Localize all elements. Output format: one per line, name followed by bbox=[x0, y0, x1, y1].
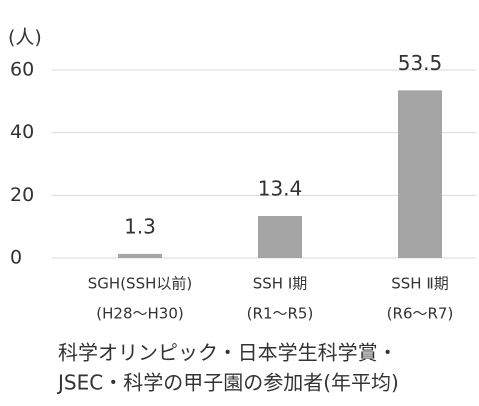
bar bbox=[258, 216, 302, 258]
y-tick-label: 20 bbox=[10, 184, 34, 206]
value-label: 13.4 bbox=[258, 177, 303, 201]
y-axis-label: (人) bbox=[8, 27, 42, 49]
caption: 科学オリンピック・日本学生科学賞・ bbox=[58, 341, 398, 365]
bar bbox=[118, 253, 162, 258]
bar bbox=[398, 90, 442, 258]
value-label: 53.5 bbox=[398, 51, 443, 75]
y-tick-label: 0 bbox=[10, 247, 22, 269]
y-tick-label: 60 bbox=[10, 59, 34, 81]
x-tick-label: SGH(SSH以前) bbox=[88, 275, 192, 293]
x-tick-label: SSH Ⅱ期 bbox=[391, 275, 448, 293]
x-tick-label: SSH Ⅰ期 bbox=[253, 275, 308, 293]
x-tick-label: (H28〜H30) bbox=[96, 305, 183, 323]
y-tick-label: 40 bbox=[10, 121, 34, 143]
caption: JSEC・科学の甲子園の参加者(年平均) bbox=[56, 371, 399, 395]
x-tick-label: (R1〜R5) bbox=[247, 305, 314, 323]
x-tick-label: (R6〜R7) bbox=[387, 305, 454, 323]
value-label: 1.3 bbox=[124, 214, 156, 238]
